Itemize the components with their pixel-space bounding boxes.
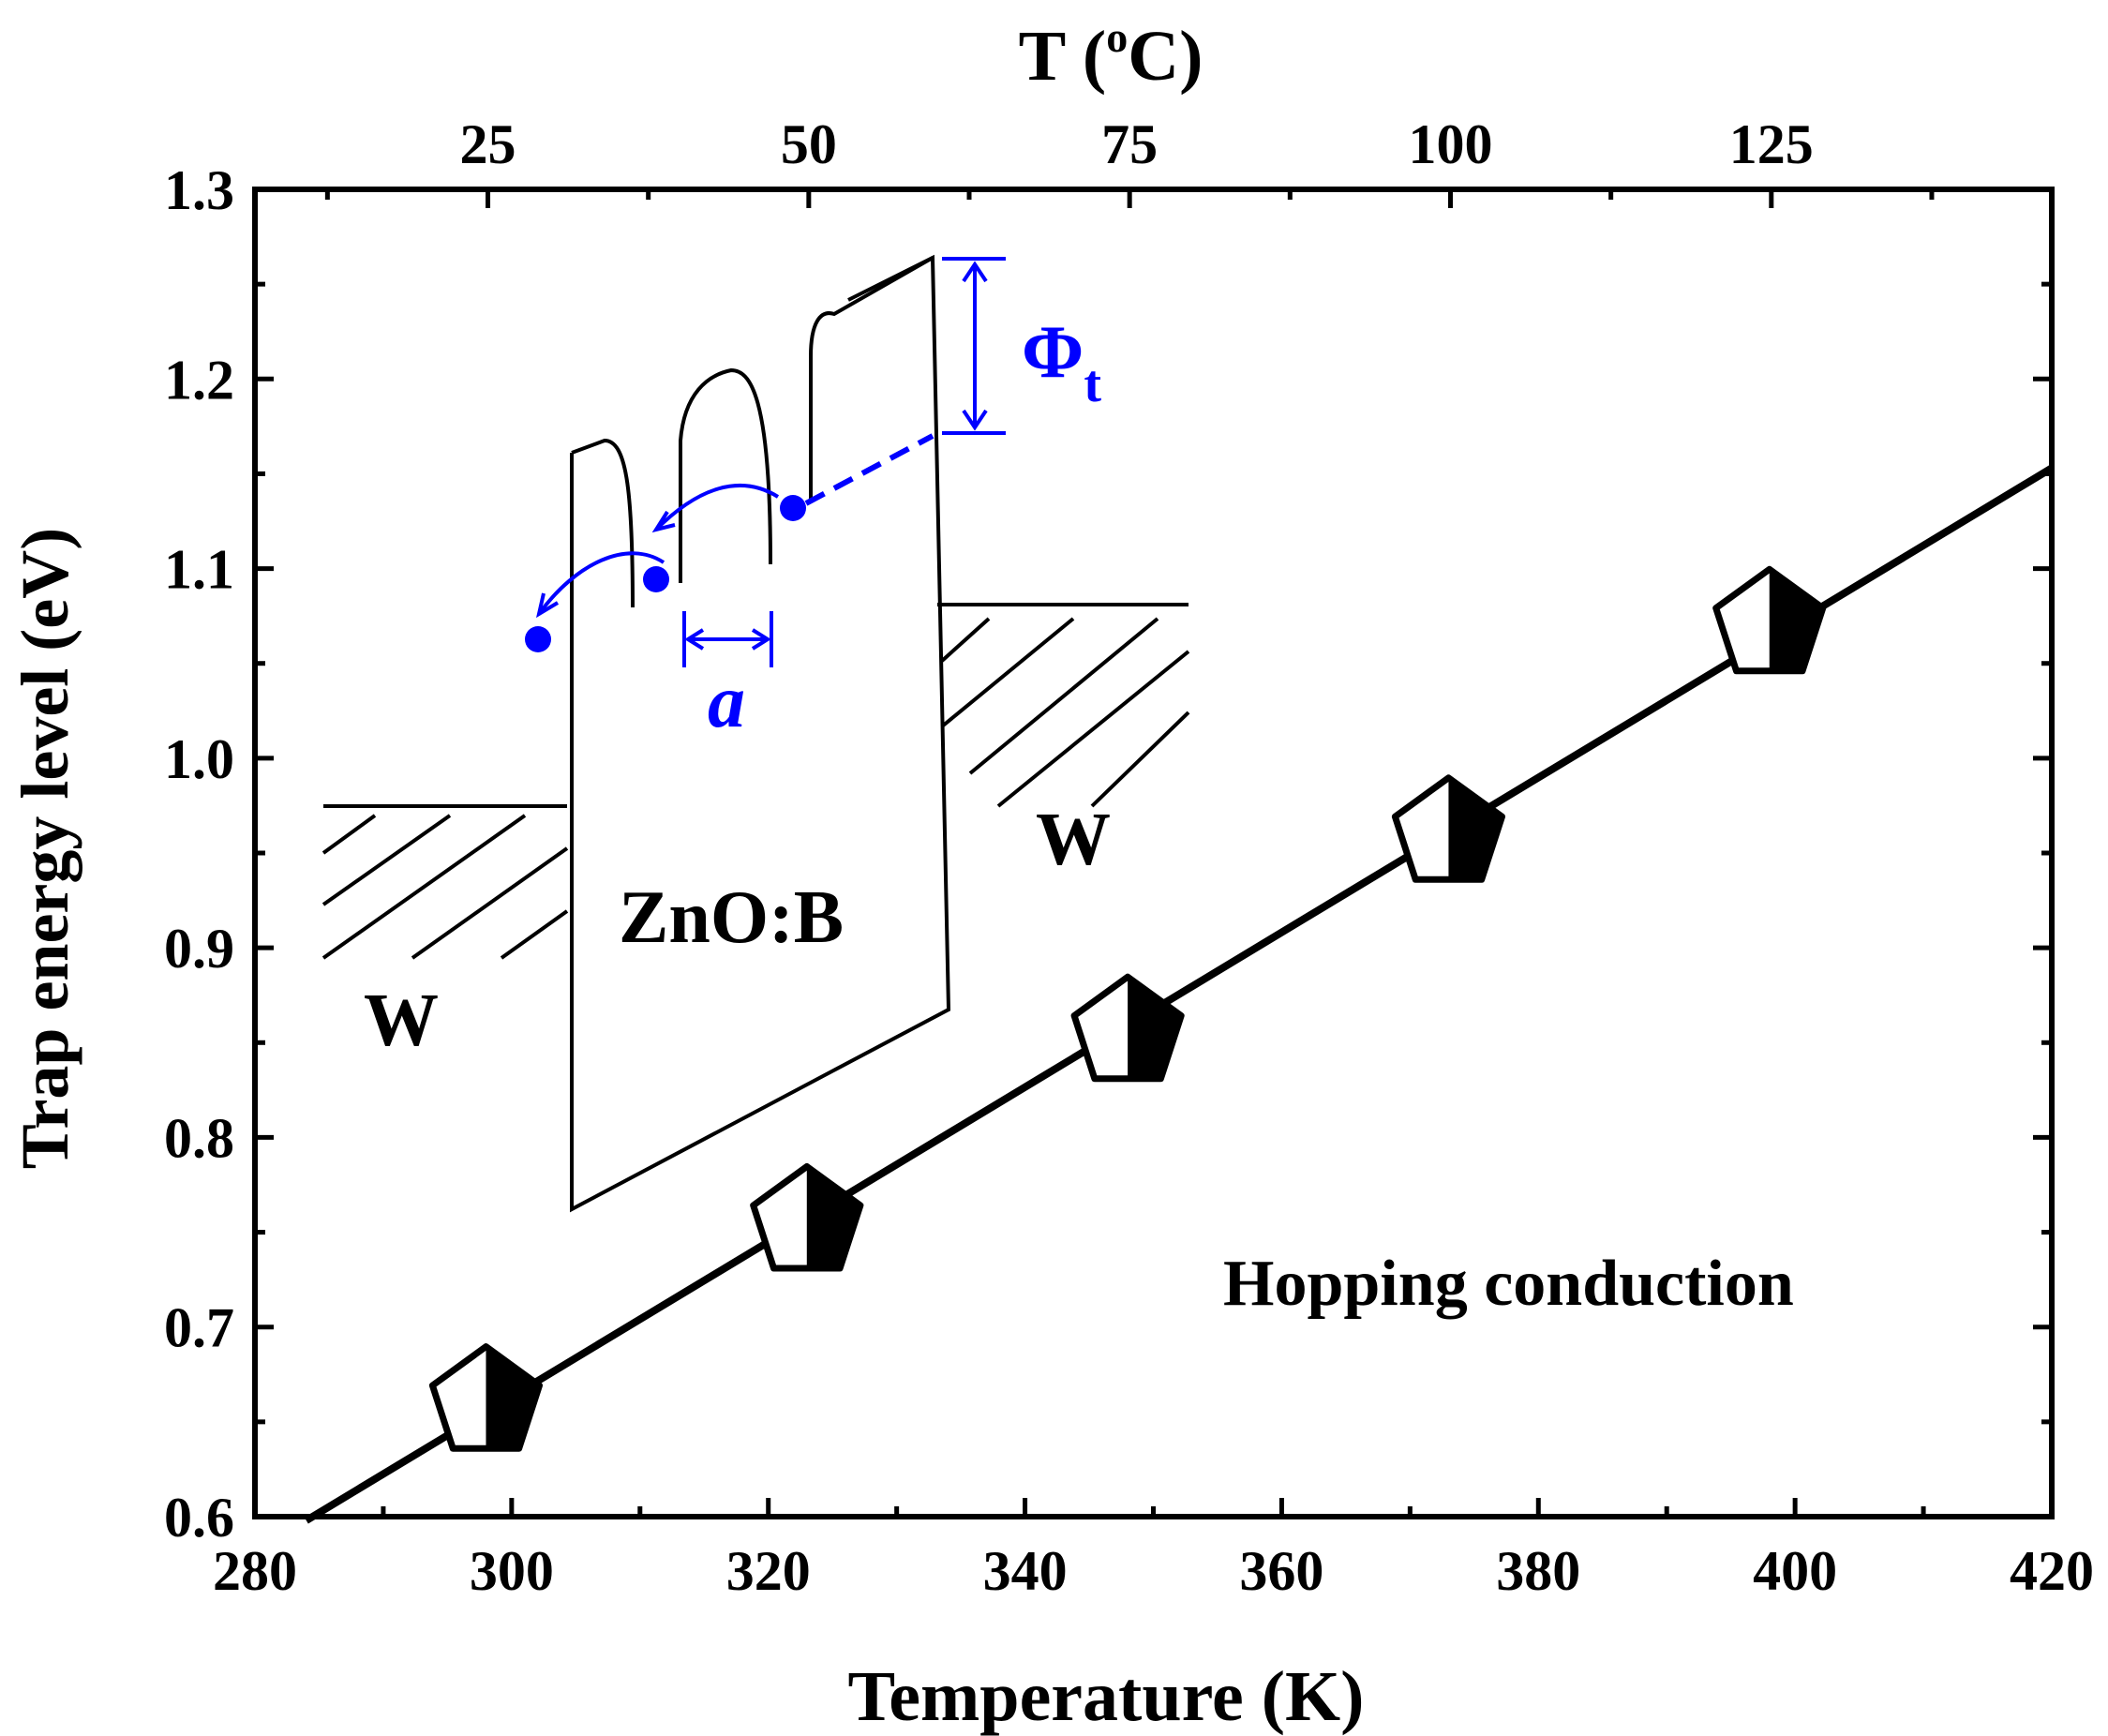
data-markers [428,565,1827,1452]
y-tick-label: 0.7 [164,1297,234,1359]
spacing-arrow-head-right [751,628,771,651]
trapped-electrons [525,495,806,652]
x-axis-title: Temperature (K) [848,1657,1365,1736]
zno-label: ZnO:B [619,876,844,959]
top-axis-title-suffix: C) [1128,17,1203,96]
electron-2 [643,566,669,592]
top-axis-title-sup: o [1106,13,1128,61]
y-tick-label: 0.8 [164,1107,234,1169]
hop-arrow-1-head [651,510,676,533]
data-point [1070,973,1185,1083]
zno-band-outline [570,254,951,1213]
trap-spacing-label: a [708,661,745,743]
electron-3 [780,495,806,521]
electron-1 [525,626,551,652]
y-tick-label: 1.3 [164,159,234,221]
top-tick-label: 125 [1729,113,1814,175]
top-tick-label: 25 [460,113,516,175]
top-tick-label: 50 [781,113,837,175]
x-axis-ticks: 280 300 320 340 360 380 400 420 [213,1498,2094,1602]
trap-well-2 [679,367,772,583]
top-tick-label: 100 [1408,113,1492,175]
marker-outline [750,1163,864,1272]
barrier-height-subscript: t [1084,355,1101,413]
spacing-arrow-head-left [684,628,705,651]
right-electrode-label: W [1036,799,1111,881]
hop-arrow-1 [654,483,780,531]
top-axis-title-prefix: T ( [1019,17,1107,96]
left-electrode-hatch [321,814,569,960]
data-point [1712,565,1827,675]
y-tick-label: 1.1 [164,539,234,601]
x-tick-label: 400 [1753,1540,1837,1602]
data-point [428,1343,543,1452]
barrier-arrow-head-bottom [962,409,988,431]
right-electrode-hatch [940,617,1190,808]
x-tick-label: 280 [213,1540,297,1602]
barrier-height-label: Φt [1022,311,1101,413]
x-tick-label: 420 [2010,1540,2094,1602]
left-electrode-label: W [364,980,439,1062]
trap-well-1 [571,438,635,608]
inset-blue-annotations [536,257,1006,667]
y-axis-title: Trap energy level (eV) [7,528,82,1169]
barrier-dashed-line [804,433,934,506]
x-tick-label: 360 [1239,1540,1323,1602]
data-point [1391,774,1505,883]
marker-outline [1712,565,1827,675]
hop-arrow-2-head [536,592,560,619]
trap-well-3 [809,256,934,501]
top-axis-ticks: 25 50 75 100 125 [324,113,1935,208]
data-point [750,1163,864,1272]
top-axis-title: T (oC) [1019,13,1204,96]
y-tick-label: 1.0 [164,728,234,790]
hopping-conduction-label: Hopping conduction [1223,1248,1794,1320]
y-tick-label: 0.9 [164,918,234,980]
y-axis-ticks: 0.6 0.7 0.8 0.9 1.0 1.1 1.2 1.3 [164,159,2052,1549]
band-diagram-inset [321,254,1190,1213]
y-tick-label: 1.2 [164,349,234,411]
x-tick-label: 320 [726,1540,811,1602]
hop-arrow-2 [537,551,665,616]
x-tick-label: 340 [983,1540,1068,1602]
top-tick-label: 75 [1101,113,1158,175]
marker-outline [428,1343,543,1452]
x-tick-label: 300 [470,1540,554,1602]
barrier-arrow-head-top [962,261,988,283]
y-tick-label: 0.6 [164,1487,234,1549]
x-tick-label: 380 [1496,1540,1580,1602]
marker-outline [1391,774,1505,883]
marker-outline [1070,973,1185,1083]
barrier-height-symbol: Φ [1022,311,1084,394]
